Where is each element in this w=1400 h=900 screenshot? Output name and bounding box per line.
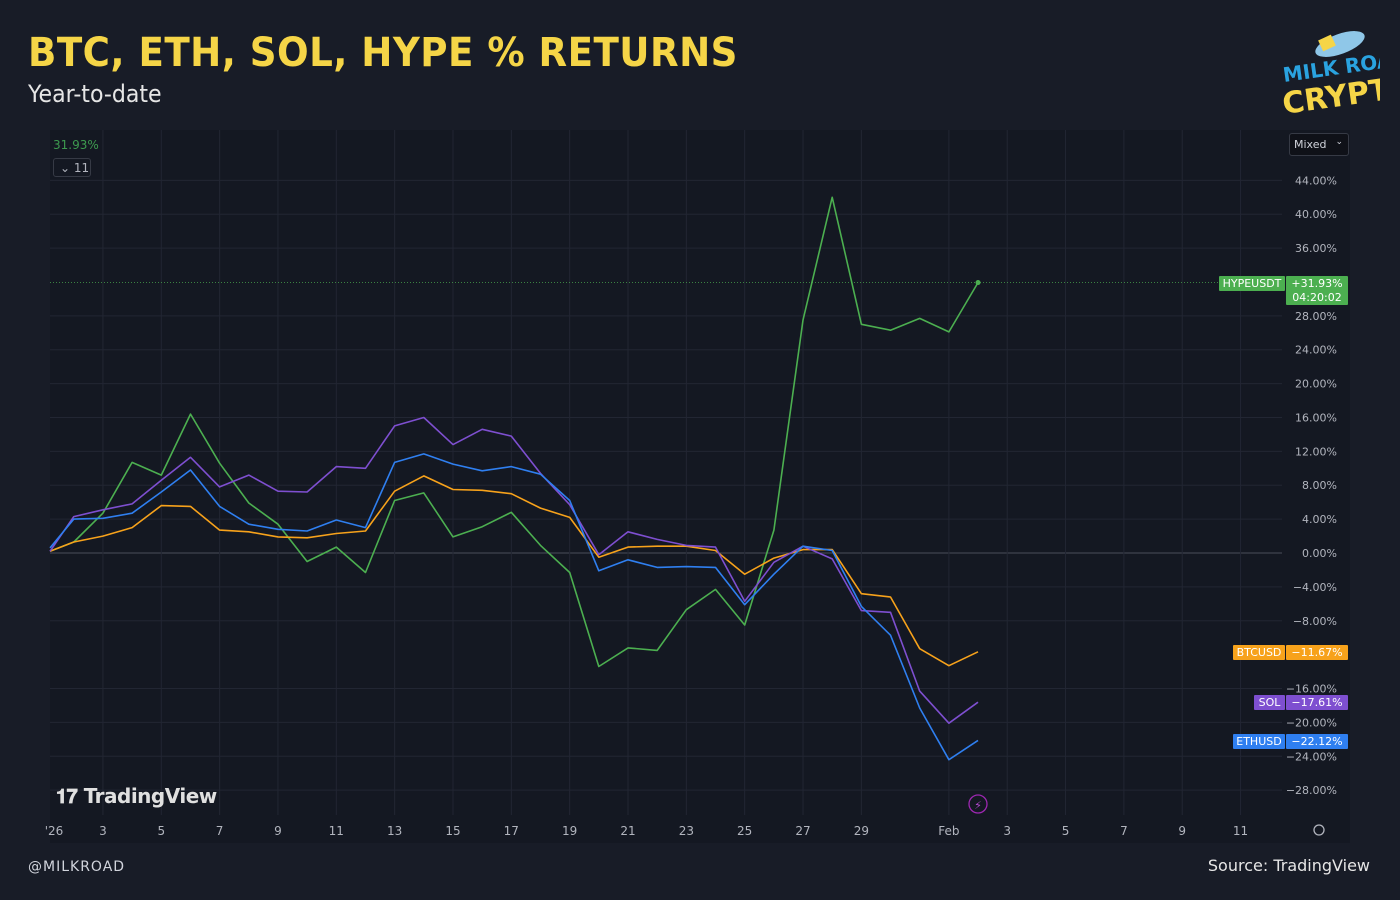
y-tick-label: 0.00% <box>1302 547 1337 560</box>
x-tick-label: 7 <box>216 824 224 838</box>
x-tick-label: 29 <box>854 824 869 838</box>
lightning-icon: ⚡ <box>974 799 982 812</box>
y-tick-label: 12.00% <box>1295 445 1337 458</box>
series-value-tag <box>1286 276 1348 305</box>
footer-source: Source: TradingView <box>1207 856 1370 875</box>
x-tick-label: '26 <box>45 824 64 838</box>
x-tick-label: 11 <box>1233 824 1248 838</box>
settings-gear-icon[interactable] <box>1313 824 1325 836</box>
y-tick-label: 20.00% <box>1295 378 1337 391</box>
x-tick-label: 21 <box>620 824 635 838</box>
x-tick-label: 15 <box>445 824 460 838</box>
series-lines <box>49 196 981 761</box>
series-name-label: SOL <box>1259 696 1282 709</box>
y-tick-label: −4.00% <box>1293 581 1337 594</box>
x-tick-label: 13 <box>387 824 402 838</box>
series-line-sol <box>49 416 979 725</box>
y-tick-label: 28.00% <box>1295 310 1337 323</box>
series-name-label: BTCUSD <box>1237 646 1282 659</box>
y-tick-label: 16.00% <box>1295 411 1337 424</box>
lightning-event-icon <box>968 794 988 814</box>
legend-value: 31.93% <box>53 138 99 152</box>
x-tick-label: 7 <box>1120 824 1128 838</box>
y-axis: 44.00% 40.00% 36.00% 28.00% 24.00% 20.00% 16.0… <box>1286 174 1337 797</box>
x-tick-label: 9 <box>274 824 282 838</box>
milk-road-crypto-logo: MILK ROAD CRYPTO <box>1280 31 1380 122</box>
grid <box>50 130 1282 815</box>
y-tick-label: −8.00% <box>1293 615 1337 628</box>
series-name-label: ETHUSD <box>1236 735 1281 748</box>
series-value-tag <box>1286 645 1348 660</box>
series-value-label: −22.12% <box>1291 735 1342 748</box>
y-tick-label: 40.00% <box>1295 208 1337 221</box>
series-name-tag <box>1219 276 1285 291</box>
chart-pane[interactable] <box>50 130 1350 843</box>
series-line-hype <box>49 196 979 668</box>
x-tick-label: Feb <box>938 824 959 838</box>
tradingview-text: TradingView <box>83 784 218 808</box>
series-line-eth <box>49 453 979 761</box>
series-name-tag <box>1233 645 1285 660</box>
y-tick-label: 24.00% <box>1295 344 1337 357</box>
tradingview-icon: 𝟏𝟕 <box>56 784 84 808</box>
y-tick-label: 44.00% <box>1295 174 1337 187</box>
x-tick-label: 3 <box>99 824 107 838</box>
y-tick-label: 36.00% <box>1295 242 1337 255</box>
x-tick-label: 5 <box>1062 824 1070 838</box>
x-tick-label: 25 <box>737 824 752 838</box>
series-value-label: +31.93% <box>1291 277 1342 290</box>
x-tick-label: 9 <box>1178 824 1186 838</box>
bar-countdown-label: 04:20:02 <box>1292 291 1341 304</box>
y-tick-label: 4.00% <box>1302 513 1337 526</box>
y-tick-label: −20.00% <box>1286 716 1337 729</box>
chevron-down-icon: ⌄ <box>60 161 74 175</box>
x-tick-label: 23 <box>679 824 694 838</box>
x-tick-label: 19 <box>562 824 577 838</box>
series-name-tag <box>1254 695 1285 710</box>
legend-collapse-button[interactable]: ⌄ 11 <box>53 158 91 177</box>
y-tick-label: −28.00% <box>1286 784 1337 797</box>
chart-subtitle: Year-to-date <box>28 80 162 108</box>
y-tick-label: 8.00% <box>1302 479 1337 492</box>
chevron-down-icon: ⌄ <box>1335 137 1343 147</box>
footer-handle: @MILKROAD <box>28 859 126 875</box>
scale-mode-select[interactable]: Mixed ⌄ <box>1289 133 1349 156</box>
series-value-tag <box>1286 695 1348 710</box>
y-tick-label: −16.00% <box>1286 683 1337 696</box>
series-value-label: −17.61% <box>1291 696 1342 709</box>
series-value-tag <box>1286 734 1348 749</box>
chart-title: BTC, ETH, SOL, HYPE % RETURNS <box>28 30 738 76</box>
x-tick-label: 27 <box>795 824 810 838</box>
series-name-label: HYPEUSDT <box>1223 277 1282 290</box>
x-tick-label: 11 <box>329 824 344 838</box>
legend-count: 11 <box>73 161 90 175</box>
tradingview-watermark: 𝟏𝟕 TradingView <box>56 784 217 808</box>
x-tick-label: 17 <box>504 824 519 838</box>
x-axis: '26 3 5 7 9 11 13 15 17 19 21 23 25 27 29 Feb 3 5 7 9 11 <box>45 824 1248 838</box>
scale-mode-label: Mixed <box>1294 138 1327 151</box>
x-tick-label: 5 <box>157 824 165 838</box>
series-name-tag <box>1233 734 1285 749</box>
hype-last-point <box>975 280 981 286</box>
y-tick-label: −24.00% <box>1286 750 1337 763</box>
series-value-label: −11.67% <box>1291 646 1342 659</box>
x-tick-label: 3 <box>1003 824 1011 838</box>
